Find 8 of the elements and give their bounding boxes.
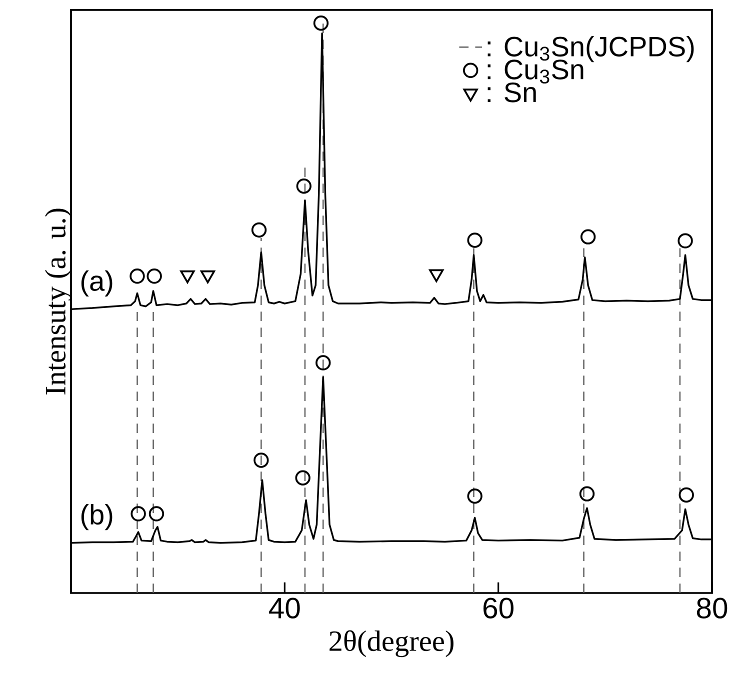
x-tick-label: 40 — [269, 598, 300, 618]
y-axis-title: Intensuty (a. u.) — [44, 208, 72, 395]
annotation: (b) — [81, 504, 112, 530]
legend-label: : Sn — [488, 82, 536, 102]
x-axis-title: 2θ(degree) — [330, 630, 454, 658]
x-tick-label: 60 — [484, 598, 514, 618]
annotation: (a) — [81, 270, 112, 296]
x-tick-label: 80 — [696, 598, 728, 618]
